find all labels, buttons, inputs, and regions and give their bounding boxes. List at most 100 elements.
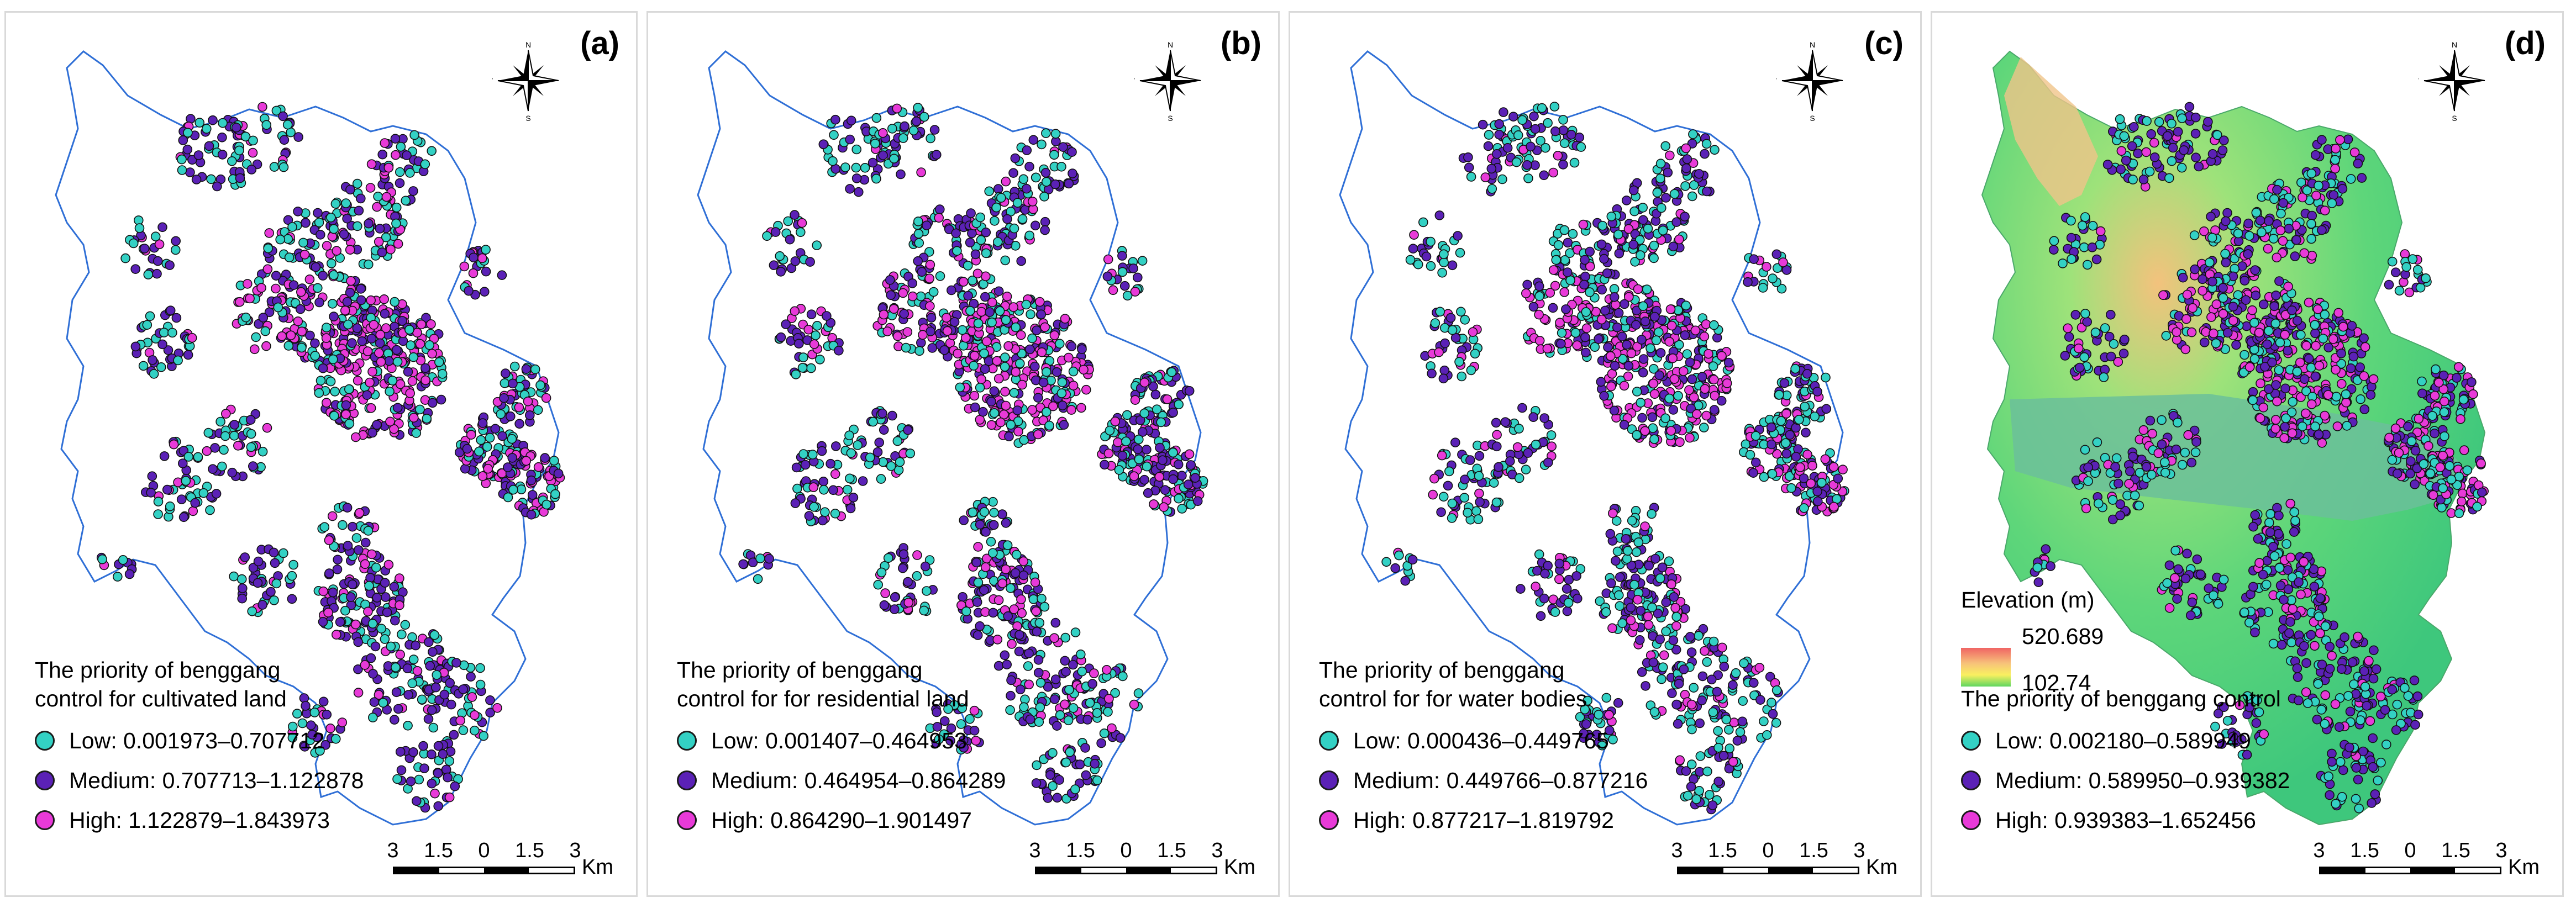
benggang-point-high <box>327 511 338 521</box>
benggang-point-low <box>1594 710 1604 720</box>
benggang-point-low <box>2270 318 2281 329</box>
benggang-point-medium <box>1687 374 1697 384</box>
benggang-point-medium <box>1644 561 1654 571</box>
benggang-point-low <box>1642 284 1652 294</box>
benggang-point-medium <box>1548 303 1558 313</box>
benggang-point-medium <box>1812 486 1822 497</box>
benggang-point-low <box>2356 394 2365 404</box>
benggang-point-medium <box>162 484 172 495</box>
benggang-point-medium <box>828 485 838 495</box>
benggang-point-low <box>2269 194 2279 204</box>
benggang-point-low <box>351 533 362 543</box>
benggang-point-low <box>314 388 324 398</box>
benggang-point-high <box>321 398 332 408</box>
benggang-point-low <box>1137 256 1148 266</box>
benggang-point-low <box>1558 115 1568 125</box>
benggang-point-low <box>1463 508 1473 518</box>
benggang-point-low <box>914 346 924 356</box>
benggang-point-low <box>387 376 398 386</box>
benggang-point-medium <box>433 741 444 751</box>
benggang-point-medium <box>237 583 248 593</box>
benggang-point-medium <box>790 256 801 266</box>
benggang-point-medium <box>830 114 840 125</box>
benggang-point-medium <box>886 290 896 300</box>
benggang-point-low <box>853 440 863 450</box>
benggang-point-medium <box>464 286 474 296</box>
benggang-point-medium <box>934 204 945 214</box>
benggang-point-low <box>271 105 282 116</box>
benggang-point-medium <box>1453 231 1463 241</box>
benggang-point-medium <box>449 730 459 740</box>
benggang-point-medium <box>1663 167 1673 178</box>
benggang-point-low <box>957 325 968 335</box>
benggang-point-low <box>1447 513 1457 523</box>
benggang-point-high <box>391 150 401 160</box>
benggang-point-medium <box>980 292 990 302</box>
benggang-point-low <box>895 457 905 467</box>
benggang-point-low <box>326 258 337 268</box>
benggang-point-medium <box>1649 312 1660 322</box>
benggang-point-low <box>427 146 437 156</box>
benggang-point-high <box>1807 461 1817 471</box>
benggang-point-low <box>1011 550 1022 560</box>
legend-title: The priority of benggang control for cul… <box>35 657 287 711</box>
benggang-point-low <box>269 595 279 605</box>
benggang-point-low <box>1037 139 1047 150</box>
benggang-point-medium <box>1025 714 1035 725</box>
benggang-point-medium <box>1706 674 1717 685</box>
benggang-point-medium <box>2291 235 2301 245</box>
benggang-point-low <box>1655 159 1666 169</box>
benggang-point-medium <box>1505 456 1515 466</box>
benggang-point-high <box>1102 665 1112 675</box>
benggang-point-low <box>142 320 153 330</box>
benggang-point-medium <box>1010 568 1021 578</box>
benggang-point-low <box>2251 208 2262 218</box>
benggang-point-medium <box>183 350 193 360</box>
benggang-point-high <box>1107 723 1117 733</box>
benggang-point-low <box>851 144 862 155</box>
benggang-point-low <box>1099 728 1110 738</box>
benggang-point-low <box>1034 717 1044 727</box>
benggang-point-medium <box>439 689 450 700</box>
benggang-point-medium <box>932 722 943 732</box>
benggang-point-low <box>1800 402 1810 411</box>
benggang-point-low <box>963 261 973 271</box>
benggang-point-medium <box>1637 335 1647 345</box>
benggang-point-medium <box>485 708 495 717</box>
benggang-point-high <box>1434 347 1444 357</box>
benggang-point-low <box>298 237 308 248</box>
benggang-point-medium <box>353 545 364 555</box>
benggang-point-low <box>150 231 161 242</box>
compass-letter-n: N <box>525 40 531 49</box>
benggang-point-medium <box>356 284 366 294</box>
benggang-point-low <box>1648 363 1659 374</box>
benggang-point-low <box>1474 471 1484 481</box>
benggang-point-low <box>2336 358 2347 369</box>
benggang-point-high <box>2254 328 2264 338</box>
benggang-point-low <box>173 355 183 366</box>
benggang-point-low <box>240 131 251 142</box>
benggang-point-high <box>830 469 840 479</box>
benggang-point-high <box>1605 351 1616 361</box>
benggang-point-high <box>467 692 477 702</box>
scale-tick-label: 1.5 <box>424 839 453 862</box>
benggang-point-low <box>227 156 237 166</box>
benggang-point-medium <box>1698 624 1708 634</box>
benggang-point-high <box>2270 415 2281 425</box>
benggang-point-low <box>956 719 966 729</box>
benggang-point-low <box>2342 421 2352 431</box>
benggang-point-low <box>352 178 362 189</box>
benggang-point-medium <box>1539 593 1549 604</box>
benggang-point-medium <box>971 557 982 568</box>
benggang-point-high <box>1547 441 1557 452</box>
benggang-point-low <box>1489 478 1499 488</box>
priority-legend: The priority of benggang control for for… <box>677 656 1006 840</box>
benggang-point-medium <box>2262 339 2272 350</box>
benggang-point-low <box>1647 509 1657 519</box>
benggang-point-low <box>1447 498 1458 509</box>
benggang-point-low <box>330 387 340 397</box>
compass-letter-s: S <box>525 114 530 122</box>
benggang-point-medium <box>939 716 950 726</box>
benggang-point-high <box>2209 328 2218 339</box>
scale-tick-label: 3 <box>387 839 399 862</box>
